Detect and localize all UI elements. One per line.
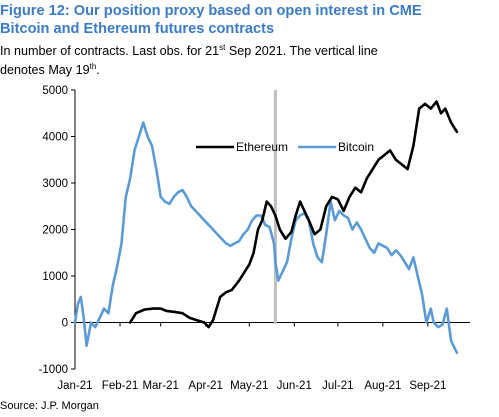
y-tick-label: 4000 [42, 132, 68, 144]
legend: Ethereum Bitcoin [196, 140, 374, 154]
y-tick-label: 5000 [42, 85, 68, 97]
series-line-ethereum [128, 100, 459, 329]
axes-layer: -1000 0 1000 2000 3000 4000 5000 Jan-21 Feb-21 Ma… [39, 85, 470, 392]
y-tick-label: 0 [62, 318, 68, 330]
line-chart: -1000 0 1000 2000 3000 4000 5000 Jan-21 Feb-21 Ma… [39, 85, 470, 392]
chart-title: Figure 12: Our position proxy based on o… [0, 2, 499, 38]
x-tick-label: Mar-21 [142, 380, 178, 392]
y-tick-label: 2000 [42, 225, 68, 237]
series-layer [73, 100, 459, 354]
subtitle-sup-1: st [219, 43, 226, 52]
x-tick-label: Jun-21 [277, 380, 312, 392]
subtitle-text-4: . [96, 63, 100, 78]
x-tick-label: Aug-21 [364, 380, 401, 392]
subtitle-text-3: denotes May 19 [0, 63, 90, 78]
x-tick-label: Feb-21 [102, 380, 138, 392]
legend-label-bitcoin: Bitcoin [338, 140, 374, 154]
y-tick-label: 3000 [42, 178, 68, 190]
legend-label-ethereum: Ethereum [236, 140, 288, 154]
y-tick-label: 1000 [42, 271, 68, 283]
x-tick-label: May-21 [230, 380, 268, 392]
x-tick-label: Jan-21 [57, 380, 92, 392]
source-note: Source: J.P. Morgan [0, 400, 99, 412]
x-tick-label: Sep-21 [409, 380, 446, 392]
subtitle-text-1: In number of contracts. Last obs. for 21 [0, 44, 220, 59]
series-line-bitcoin [73, 121, 459, 354]
x-tick-label: Jul-21 [322, 380, 353, 392]
chart-subtitle: In number of contracts. Last obs. for 21… [0, 40, 499, 78]
subtitle-sup-2: th [89, 62, 97, 72]
x-tick-label: Apr-21 [188, 380, 223, 392]
chart-title-line2: Bitcoin and Ethereum futures contracts [0, 21, 275, 37]
chart-title-line1: Figure 12: Our position proxy based on o… [0, 3, 422, 19]
subtitle-text-2: Sep 2021. The vertical line [225, 44, 378, 59]
y-tick-label: -1000 [39, 364, 68, 376]
